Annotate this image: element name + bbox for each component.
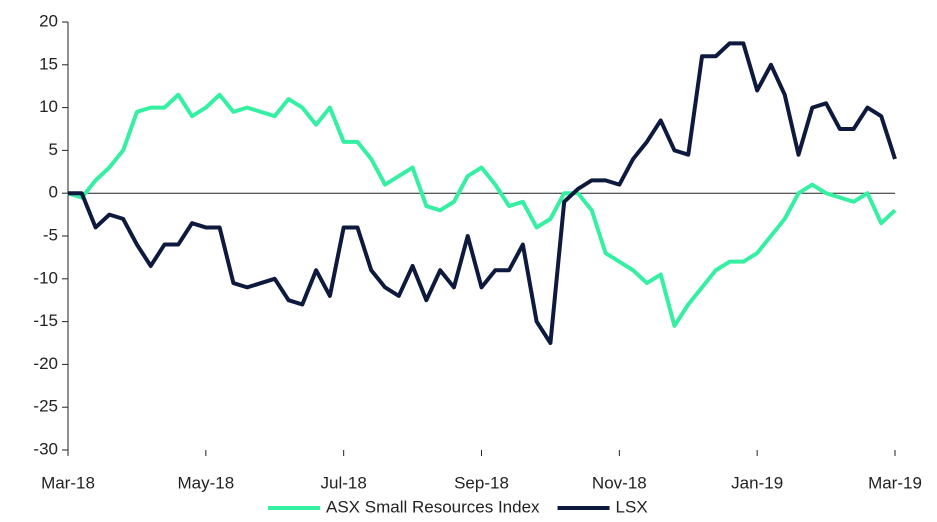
x-tick-label: Nov-18 [592,473,647,492]
y-tick-label: 15 [39,54,58,73]
series-line [67,92,897,328]
y-tick-label: 20 [39,11,58,30]
y-tick-label: 0 [49,183,58,202]
y-tick-label: -20 [33,354,58,373]
y-tick-label: -10 [33,268,58,287]
x-tick-label: May-18 [177,473,234,492]
y-tick-label: 5 [49,140,58,159]
x-tick-label: Sep-18 [454,473,509,492]
y-tick-label: -15 [33,311,58,330]
y-tick-label: -5 [43,225,58,244]
y-tick-label: -30 [33,439,58,458]
y-tick-label: -25 [33,397,58,416]
x-tick-label: Jan-19 [731,473,783,492]
x-tick-label: Jul-18 [321,473,367,492]
legend-label: ASX Small Resources Index [326,497,540,516]
y-tick-label: 10 [39,97,58,116]
legend-label: LSX [616,497,648,516]
x-tick-label: Mar-19 [868,473,922,492]
series-line [68,41,897,345]
x-tick-label: Mar-18 [41,473,95,492]
